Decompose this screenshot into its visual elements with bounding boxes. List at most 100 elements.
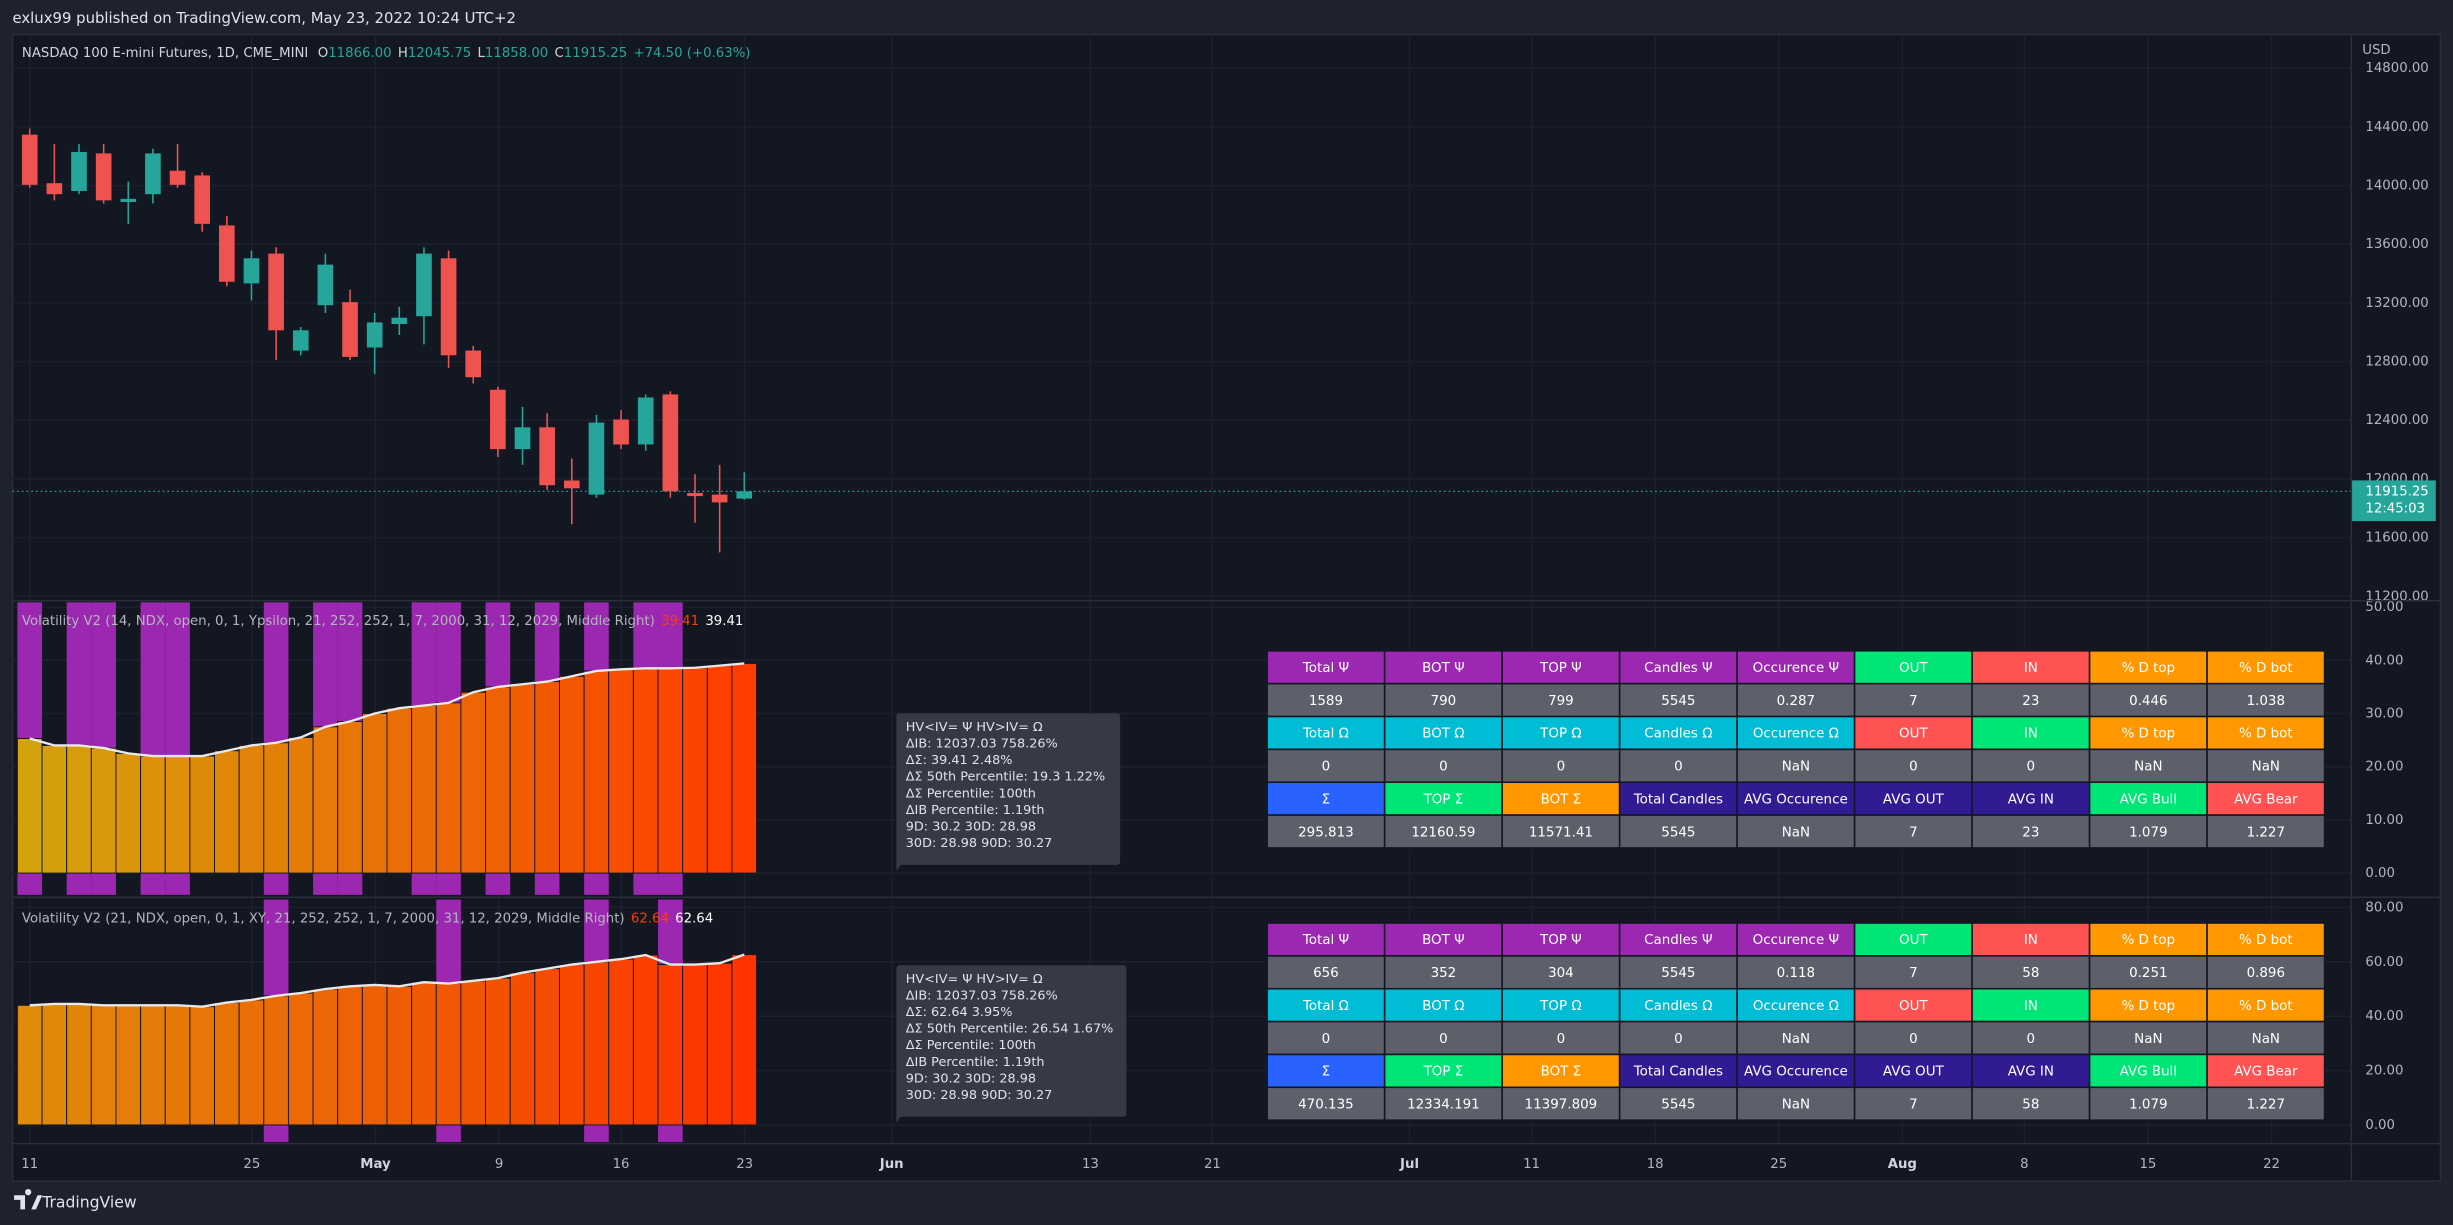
table-cell-text: 0 — [1674, 1032, 1683, 1047]
table-cell — [1501, 781, 1621, 816]
table-cell-text: % D bot — [2239, 661, 2293, 676]
volatility-bar — [534, 681, 560, 874]
table-cell — [1736, 1020, 1856, 1056]
table-cell — [1971, 987, 2091, 1023]
candle-body — [268, 253, 284, 331]
time-label: 9 — [495, 1157, 503, 1172]
volatility-bar — [608, 668, 634, 874]
candle-body — [342, 302, 358, 357]
table-cell-text: 799 — [1548, 694, 1574, 709]
volatility-bar — [509, 683, 536, 874]
volatility-bar — [731, 662, 758, 874]
volatility-bar — [435, 702, 462, 874]
table-cell — [1266, 955, 1386, 990]
table-cell — [1383, 1020, 1503, 1056]
table-cell-text: Candles Ψ — [1644, 661, 1713, 676]
ohlc-key: H — [398, 46, 408, 61]
volatility-bar — [682, 667, 708, 874]
table-cell-text: 0.287 — [1777, 694, 1815, 709]
tooltip-line: ΔΣ: 62.64 3.95% — [906, 1005, 1013, 1020]
volatility-bar — [559, 675, 585, 874]
table-cell — [1266, 1020, 1386, 1056]
tooltip-line: ΔIB Percentile: 1.19th — [906, 803, 1045, 818]
volatility-bar — [214, 1002, 240, 1126]
table-cell — [2088, 781, 2208, 816]
volatility-bar — [164, 755, 191, 874]
table-cell — [1383, 987, 1503, 1023]
time-label: 8 — [2020, 1157, 2028, 1172]
table-cell-text: 0 — [2027, 760, 2036, 775]
indicator-legend: Volatility V2 (21, NDX, open, 0, 1, XY, … — [22, 911, 713, 926]
time-label: May — [360, 1157, 391, 1172]
table-cell-text: 0 — [2027, 1032, 2036, 1047]
table-cell — [1383, 650, 1503, 685]
ohlc-key: L — [477, 46, 485, 61]
ohlc-key: O — [318, 46, 328, 61]
volatility-bar — [682, 964, 708, 1126]
volatility-bar — [263, 742, 289, 874]
table-cell — [1736, 781, 1856, 816]
tooltip-line: 9D: 30.2 30D: 28.98 — [906, 819, 1036, 834]
volatility-bar — [337, 721, 363, 874]
candle-body — [145, 153, 161, 195]
table-cell — [1383, 715, 1503, 751]
time-label: 21 — [1204, 1157, 1221, 1172]
indicator-title: Volatility V2 (14, NDX, open, 0, 1, Ypsi… — [22, 614, 655, 629]
indicator-tick-label: 10.00 — [2365, 813, 2403, 828]
volatility-bar — [312, 726, 339, 874]
candle-body — [194, 175, 211, 224]
table-cell-text: Σ — [1322, 792, 1331, 807]
volatility-bar — [115, 1004, 142, 1126]
indicator-tick-label: 20.00 — [2365, 1064, 2403, 1079]
table-cell-text: Total Ω — [1302, 727, 1349, 742]
volatility-bar — [632, 954, 659, 1126]
volatility-bar — [411, 705, 437, 874]
table-cell-text: BOT Ψ — [1422, 661, 1465, 676]
table-cell-text: 470.135 — [1298, 1098, 1354, 1113]
price-tick-label: 14800.00 — [2365, 61, 2428, 76]
tooltip-line: 9D: 30.2 30D: 28.98 — [906, 1071, 1036, 1086]
table-cell-text: AVG Bear — [2234, 1065, 2298, 1080]
table-cell-text: % D bot — [2239, 933, 2293, 948]
grid — [12, 34, 2352, 1144]
candle-body — [662, 394, 679, 492]
table-cell-text: TOP Ω — [1539, 727, 1581, 742]
table-cell — [1853, 715, 1973, 751]
candle-body — [120, 198, 137, 202]
table-cell — [1383, 748, 1503, 784]
volatility-bar — [263, 995, 289, 1126]
volatility-bar — [361, 984, 388, 1126]
table-cell — [1971, 715, 2091, 751]
candle-body — [563, 480, 580, 489]
table-cell — [1383, 814, 1503, 849]
table-cell — [1971, 1086, 2091, 1121]
table-cell — [1501, 682, 1621, 718]
candle-body — [514, 427, 531, 450]
candle-body — [317, 264, 334, 306]
table-cell-text: 0 — [1909, 760, 1918, 775]
table-cell-text: 1.079 — [2129, 1098, 2167, 1113]
table-cell — [1971, 922, 2091, 957]
price-tick-label: 11600.00 — [2365, 531, 2428, 546]
table-cell — [1618, 987, 1738, 1023]
table-cell-text: OUT — [1899, 661, 1928, 676]
indicator-tick-label: 60.00 — [2365, 955, 2403, 970]
table-cell — [1266, 1086, 1386, 1121]
table-cell-text: 0 — [1909, 1032, 1918, 1047]
volatility-bar — [583, 961, 610, 1126]
volatility-bar — [41, 1003, 68, 1126]
price-tick-label: 12800.00 — [2365, 355, 2428, 370]
volatility-bar — [657, 667, 684, 874]
table-cell-text: 1.079 — [2129, 825, 2167, 840]
table-cell-text: NaN — [1782, 825, 1810, 840]
volatility-bar — [16, 1004, 43, 1126]
time-label: 25 — [1770, 1157, 1787, 1172]
table-cell — [2206, 955, 2326, 990]
table-cell — [1853, 650, 1973, 685]
table-cell — [2206, 987, 2326, 1023]
volatility-line — [29, 953, 745, 1008]
time-label: Jun — [879, 1157, 904, 1172]
candle-body — [687, 492, 703, 497]
table-cell — [1383, 1086, 1503, 1121]
table-cell-text: 0 — [1557, 1032, 1566, 1047]
